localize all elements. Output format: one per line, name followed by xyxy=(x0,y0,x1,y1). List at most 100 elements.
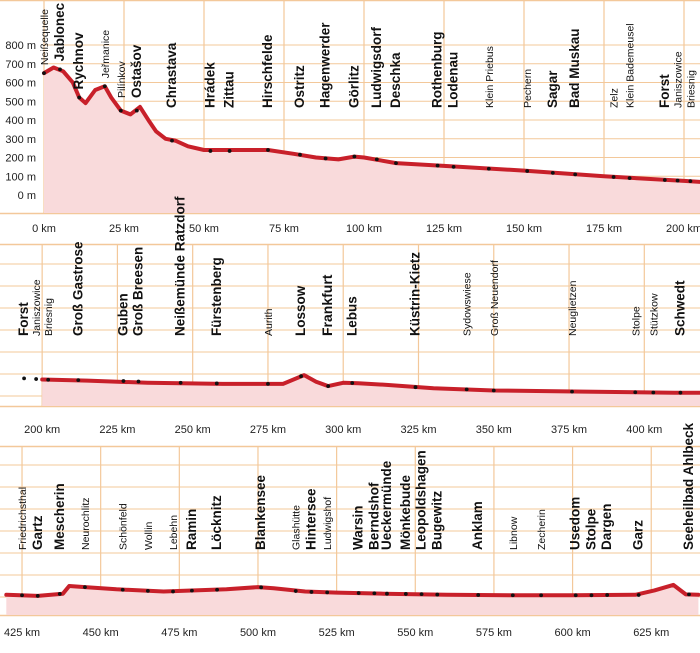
place-marker xyxy=(651,390,656,395)
place-label: Jablonec xyxy=(52,2,67,61)
x-tick-label: 525 km xyxy=(319,627,355,639)
place-label: Janiszowice xyxy=(673,51,685,108)
place-marker xyxy=(435,163,440,168)
place-marker xyxy=(491,388,496,393)
place-label: Chrastava xyxy=(164,42,179,108)
x-tick-label: 550 km xyxy=(397,627,433,639)
place-label: Küstrin-Kietz xyxy=(408,252,423,336)
place-label: Neißequelle xyxy=(39,9,51,65)
place-marker xyxy=(688,179,693,184)
place-label: Pilínkov xyxy=(116,60,128,98)
place-marker xyxy=(675,178,680,183)
x-tick-label: 75 km xyxy=(269,223,299,235)
place-label: Mescherin xyxy=(52,483,67,550)
place-marker xyxy=(208,149,213,153)
place-marker xyxy=(20,593,24,598)
place-label: Groß Gastrose xyxy=(70,241,85,336)
place-marker xyxy=(633,390,638,395)
place-label: Seeheilbad Ahlbeck xyxy=(681,422,696,550)
place-marker xyxy=(34,377,39,381)
place-marker xyxy=(299,374,303,379)
place-marker xyxy=(573,593,578,598)
place-label: Neurochlitz xyxy=(80,497,92,550)
place-marker xyxy=(42,71,46,76)
place-label: Hirschfelde xyxy=(260,34,275,108)
place-label: Deschka xyxy=(388,52,403,108)
place-label: Berndshof xyxy=(366,482,381,550)
place-label: Stolpe xyxy=(584,508,599,550)
place-label: Stützkow xyxy=(648,293,660,336)
place-marker xyxy=(678,390,683,395)
place-label: Groß Neuendorf xyxy=(489,260,501,336)
place-label: Bugewitz xyxy=(429,491,444,550)
place-marker xyxy=(227,149,232,153)
place-label: Jeřmanice xyxy=(100,30,112,79)
place-marker xyxy=(525,169,530,173)
place-marker xyxy=(35,594,40,598)
x-tick-label: 325 km xyxy=(400,424,436,436)
place-marker xyxy=(464,387,469,392)
place-marker xyxy=(190,588,194,593)
place-label: Glashütte xyxy=(291,505,303,550)
place-label: Klein Bademeusel xyxy=(625,23,637,108)
place-marker xyxy=(118,108,123,113)
place-marker xyxy=(451,164,456,169)
place-label: Stolpe xyxy=(630,306,642,336)
place-marker xyxy=(550,170,555,175)
place-label: Ludwigsdorf xyxy=(369,27,384,108)
place-marker xyxy=(77,95,82,100)
place-marker xyxy=(605,593,610,597)
place-label: Zittau xyxy=(222,71,237,108)
x-tick-label: 475 km xyxy=(161,627,197,639)
place-label: Ludwigshof xyxy=(322,497,334,550)
place-label: Bad Muskau xyxy=(567,28,582,108)
place-marker xyxy=(259,585,264,590)
place-marker xyxy=(570,389,574,394)
x-tick-label: 450 km xyxy=(83,627,119,639)
place-marker xyxy=(136,379,141,384)
place-label: Sydowswiese xyxy=(462,272,474,336)
x-tick-label: 300 km xyxy=(325,424,361,436)
y-tick-label: 300 m xyxy=(5,134,36,146)
place-marker xyxy=(372,591,377,596)
y-tick-label: 200 m xyxy=(5,153,36,165)
place-label: Briesnig xyxy=(43,298,55,336)
x-tick-label: 0 km xyxy=(32,223,56,235)
place-marker xyxy=(573,172,578,177)
place-marker xyxy=(435,592,440,597)
place-marker xyxy=(170,138,174,143)
place-marker xyxy=(374,157,379,162)
y-tick-label: 0 m xyxy=(18,190,36,202)
place-label: Lodenau xyxy=(446,52,461,108)
profile-panel-1: 0 m 100 m 200 m 300 m 400 m 500 m 600 m 700 m 80… xyxy=(0,0,700,235)
place-label: Usedom xyxy=(568,497,583,550)
place-label: Friedrichsthal xyxy=(17,487,29,550)
place-marker xyxy=(171,589,175,594)
y-tick-label: 700 m xyxy=(5,59,36,71)
place-marker xyxy=(58,67,62,72)
place-marker xyxy=(309,590,314,594)
place-marker xyxy=(326,384,331,388)
x-tick-label: 350 km xyxy=(476,424,512,436)
place-label: Löcknitz xyxy=(209,495,224,550)
place-label: Forst xyxy=(16,302,31,336)
x-tick-label: 275 km xyxy=(250,424,286,436)
place-marker xyxy=(419,592,424,597)
place-label: Guben xyxy=(115,293,130,336)
place-marker xyxy=(413,385,418,390)
place-marker xyxy=(215,587,219,592)
x-tick-label: 400 km xyxy=(626,424,662,436)
place-marker xyxy=(403,592,408,596)
place-marker xyxy=(22,376,26,381)
place-marker xyxy=(476,593,481,597)
place-marker xyxy=(214,381,219,386)
place-marker xyxy=(323,156,328,161)
place-label: Frankfurt xyxy=(319,274,335,336)
x-tick-label: 25 km xyxy=(109,223,139,235)
x-tick-label: 100 km xyxy=(346,223,382,235)
place-marker xyxy=(356,591,361,595)
place-label: Schönfeld xyxy=(118,503,130,550)
place-label: Schwedt xyxy=(672,280,687,336)
place-label: Ostašov xyxy=(129,44,144,98)
x-tick-label: 225 km xyxy=(99,424,135,436)
